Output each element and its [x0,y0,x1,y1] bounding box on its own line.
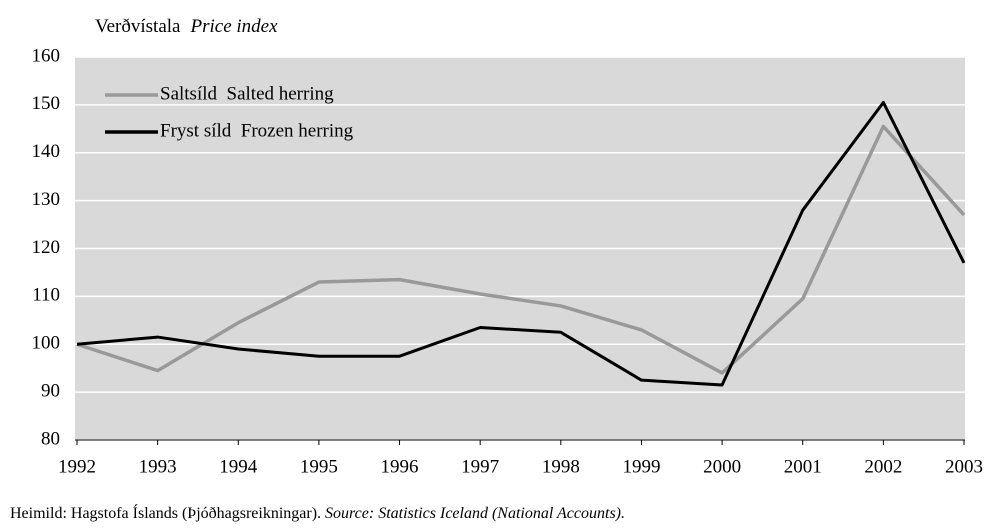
y-tick-label: 120 [32,237,61,258]
x-tick-label: 2003 [945,456,983,477]
y-tick-label: 160 [32,45,61,66]
source-is: Heimild: Hagstofa Íslands (Þjóðhagsreikn… [10,503,321,522]
legend-label: Fryst síld Frozen herring [160,120,354,141]
y-axis-title-is: Verðvístala [95,16,181,37]
source-en: Source: Statistics Iceland (National Acc… [325,505,625,522]
y-axis-title-en: Price index [189,16,278,37]
x-tick-label: 1999 [622,456,660,477]
x-tick-label: 1995 [300,456,338,477]
x-tick-label: 1997 [461,456,499,477]
legend-label: Saltsíld Salted herring [160,83,334,104]
x-tick-label: 1994 [219,456,258,477]
y-tick-label: 130 [32,189,61,210]
y-axis-title: Verðvístala Price index [95,16,278,37]
series-line [76,100,966,387]
y-tick-label: 110 [32,285,60,306]
x-tick-label: 2000 [703,456,741,477]
series-line [76,124,966,375]
source-note: Heimild: Hagstofa Íslands (Þjóðhagsreikn… [10,503,625,522]
y-tick-label: 100 [32,333,61,354]
x-tick-label: 1996 [381,456,419,477]
x-tick-label: 1998 [542,456,580,477]
y-tick-label: 150 [32,93,61,114]
x-tick-label: 1992 [58,456,96,477]
x-tick-label: 1993 [139,456,177,477]
y-tick-label: 90 [41,380,60,401]
y-tick-label: 80 [41,428,60,449]
x-tick-label: 2001 [784,456,822,477]
x-tick-label: 2002 [864,456,902,477]
y-tick-label: 140 [32,141,61,162]
